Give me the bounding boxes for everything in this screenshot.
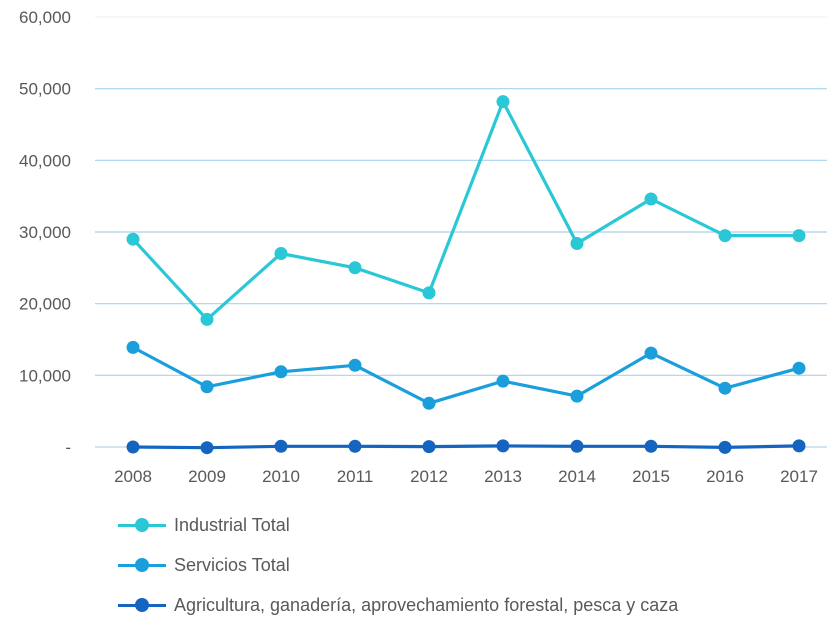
series-1 — [126, 340, 806, 410]
data-point — [792, 361, 806, 375]
legend-label-industrial: Industrial Total — [174, 514, 290, 535]
data-point — [718, 440, 732, 454]
series-2 — [126, 439, 806, 455]
legend-item-servicios: Servicios Total — [118, 545, 678, 585]
data-point — [274, 247, 288, 260]
y-tick-label: 60,000 — [19, 8, 71, 27]
series-line — [132, 444, 800, 450]
y-tick-label: 20,000 — [19, 295, 71, 314]
data-point — [200, 312, 214, 326]
legend-item-industrial: Industrial Total — [118, 505, 678, 545]
data-point — [422, 396, 436, 410]
x-tick-label: 2010 — [262, 467, 300, 486]
data-point — [496, 95, 510, 109]
data-point — [792, 229, 806, 243]
legend-label-servicios: Servicios Total — [174, 554, 290, 575]
x-tick-label: 2013 — [484, 467, 522, 486]
data-point — [126, 340, 140, 354]
y-tick-label: 10,000 — [19, 366, 71, 385]
x-tick-label: 2016 — [706, 467, 744, 486]
x-tick-label: 2008 — [114, 467, 152, 486]
data-point — [126, 440, 140, 454]
data-point — [644, 192, 658, 206]
series-line — [131, 99, 799, 321]
data-point — [644, 346, 658, 360]
x-tick-label: 2012 — [410, 467, 448, 486]
data-point — [348, 358, 362, 372]
data-point — [348, 261, 362, 275]
data-point — [126, 232, 140, 246]
data-point — [422, 286, 436, 300]
data-point — [570, 237, 584, 250]
data-point — [348, 439, 362, 453]
data-point — [792, 439, 806, 453]
series-line — [132, 345, 800, 405]
data-point — [718, 229, 732, 243]
y-axis: - 10,000 20,000 30,000 40,000 50,000 60,000 — [19, 8, 71, 457]
series-group — [126, 95, 806, 455]
x-tick-label: 2009 — [188, 467, 226, 486]
legend-swatch-industrial — [118, 515, 166, 535]
y-tick-label: 30,000 — [19, 223, 71, 242]
data-point — [200, 380, 214, 394]
data-point — [718, 381, 732, 395]
legend: Industrial Total Servicios Total Agricul… — [118, 505, 678, 625]
line-chart: - 10,000 20,000 30,000 40,000 50,000 60,000 20… — [19, 8, 827, 486]
data-point — [496, 374, 510, 388]
data-point — [274, 365, 288, 379]
x-axis: 2008 2009 2010 2011 2012 2013 2014 2015 2016 2017 — [114, 467, 818, 486]
x-tick-label: 2011 — [337, 467, 374, 486]
y-tick-label: 50,000 — [19, 80, 71, 99]
legend-swatch-servicios — [118, 555, 166, 575]
data-point — [496, 439, 510, 453]
legend-label-agricultura: Agricultura, ganadería, aprovechamiento … — [174, 594, 679, 615]
x-tick-label: 2014 — [558, 467, 596, 486]
data-point — [200, 441, 214, 455]
data-point — [644, 439, 658, 453]
x-tick-label: 2017 — [780, 467, 818, 486]
y-tick-label: 40,000 — [19, 151, 71, 170]
data-point — [570, 389, 584, 403]
x-tick-label: 2015 — [632, 467, 670, 486]
data-point — [274, 439, 288, 453]
legend-item-agricultura: Agricultura, ganadería, aprovechamiento … — [118, 585, 678, 625]
data-point — [570, 439, 584, 453]
legend-swatch-agricultura — [118, 595, 166, 615]
series-0 — [126, 95, 806, 326]
y-tick-label: - — [65, 438, 71, 457]
data-point — [422, 440, 436, 454]
